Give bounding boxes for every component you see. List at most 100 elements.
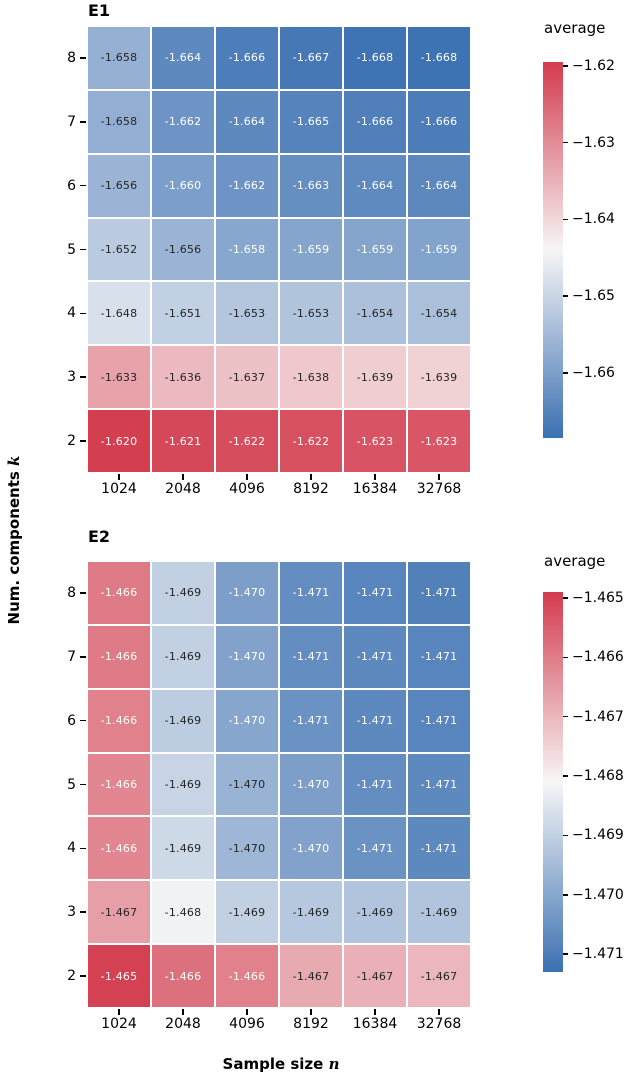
heatmap-cell: -1.471 bbox=[408, 689, 470, 752]
heatmap-cell: -1.658 bbox=[88, 27, 150, 89]
colorbar-tick-label: −1.466 bbox=[572, 649, 624, 666]
y-tick-label: 5 bbox=[67, 241, 76, 258]
x-tick-mark bbox=[310, 474, 312, 480]
x-tick-mark bbox=[310, 1009, 312, 1015]
colorbar-tick-mark bbox=[563, 775, 568, 777]
y-tick-mark bbox=[80, 911, 86, 913]
x-tick-mark bbox=[182, 1009, 184, 1015]
y-tick-mark bbox=[80, 592, 86, 594]
x-tick-label: 4096 bbox=[229, 1016, 265, 1032]
x-tick-mark bbox=[246, 474, 248, 480]
y-tick-label: 7 bbox=[67, 648, 76, 665]
heatmap-cell: -1.470 bbox=[216, 625, 278, 688]
y-tick-label: 3 bbox=[67, 369, 76, 386]
heatmap-cell: -1.668 bbox=[408, 27, 470, 89]
x-tick-mark bbox=[438, 1009, 440, 1015]
y-tick-mark bbox=[80, 248, 86, 251]
heatmap-cell: -1.623 bbox=[344, 410, 406, 472]
heatmap-cell: -1.469 bbox=[216, 881, 278, 944]
x-tick-mark bbox=[374, 1009, 376, 1015]
heatmap-cell: -1.471 bbox=[344, 625, 406, 688]
heatmap-cell: -1.622 bbox=[216, 410, 278, 472]
x-tick-label: 2048 bbox=[165, 1016, 201, 1032]
colorbar-tick-mark bbox=[563, 953, 568, 955]
colorbar-tick-label: −1.467 bbox=[572, 708, 624, 725]
colorbar-title-e2: average bbox=[544, 552, 606, 570]
y-tick-label: 4 bbox=[67, 840, 76, 857]
heatmap-cell: -1.622 bbox=[280, 410, 342, 472]
x-tick-mark bbox=[374, 474, 376, 480]
y-tick-mark bbox=[80, 121, 86, 123]
x-axis-label-variable: n bbox=[328, 1055, 340, 1073]
y-tick-mark bbox=[80, 440, 86, 442]
heatmap-cell: -1.471 bbox=[344, 753, 406, 816]
colorbar-tick-mark bbox=[563, 372, 568, 374]
heatmap-cell: -1.469 bbox=[152, 625, 214, 688]
heatmap-cell: -1.668 bbox=[344, 27, 406, 89]
heatmap-grid-e2: -1.466 -1.469 -1.470 -1.471 -1.471 -1.471 -1.4… bbox=[88, 562, 470, 1007]
x-tick-label: 1024 bbox=[101, 481, 137, 497]
panel-title-e2: E2 bbox=[88, 527, 111, 546]
y-tick-mark bbox=[80, 184, 86, 187]
y-axis-label-variable: k bbox=[5, 455, 23, 466]
heatmap-cell: -1.470 bbox=[216, 753, 278, 816]
heatmap-cell: -1.469 bbox=[344, 881, 406, 944]
heatmap-cell: -1.665 bbox=[280, 90, 342, 153]
y-tick-label: 3 bbox=[67, 904, 76, 921]
heatmap-cell: -1.469 bbox=[152, 689, 214, 752]
x-tick-label: 4096 bbox=[229, 481, 265, 497]
y-tick-label: 2 bbox=[67, 433, 76, 450]
heatmap-cell: -1.467 bbox=[408, 945, 470, 1007]
colorbar-tick-label: −1.62 bbox=[572, 57, 615, 74]
heatmap-cell: -1.659 bbox=[280, 218, 342, 281]
colorbar-tick-label: −1.470 bbox=[572, 886, 624, 903]
heatmap-cell: -1.470 bbox=[280, 753, 342, 816]
heatmap-cell: -1.648 bbox=[88, 282, 150, 345]
heatmap-cell: -1.470 bbox=[280, 817, 342, 880]
heatmap-cell: -1.639 bbox=[344, 346, 406, 409]
heatmap-cell: -1.662 bbox=[152, 90, 214, 153]
heatmap-cell: -1.471 bbox=[280, 689, 342, 752]
x-tick-mark bbox=[118, 474, 120, 480]
heatmap-cell: -1.658 bbox=[216, 218, 278, 281]
colorbar-tick-label: −1.468 bbox=[572, 768, 624, 785]
colorbar-tick-mark bbox=[563, 141, 568, 144]
y-axis-label: Num. components k bbox=[5, 456, 23, 625]
heatmap-cell: -1.470 bbox=[216, 689, 278, 752]
heatmap-cell: -1.469 bbox=[152, 562, 214, 624]
heatmap-cell: -1.666 bbox=[344, 90, 406, 153]
colorbar-tick-mark bbox=[563, 597, 568, 599]
heatmap-cell: -1.471 bbox=[280, 625, 342, 688]
heatmap-cell: -1.470 bbox=[216, 817, 278, 880]
heatmap-cell: -1.663 bbox=[280, 154, 342, 217]
y-tick-label: 8 bbox=[67, 49, 76, 66]
colorbar-tick-mark bbox=[563, 894, 568, 896]
y-tick-label: 6 bbox=[67, 712, 76, 729]
heatmap-cell: -1.471 bbox=[280, 562, 342, 624]
x-tick-label: 16384 bbox=[352, 1016, 398, 1032]
heatmap-cell: -1.466 bbox=[88, 753, 150, 816]
y-axis-label-text: Num. components bbox=[5, 465, 23, 625]
y-tick-mark bbox=[80, 847, 86, 850]
colorbar-title-e1: average bbox=[544, 19, 606, 37]
colorbar-tick-mark bbox=[563, 715, 568, 718]
heatmap-cell: -1.471 bbox=[344, 817, 406, 880]
heatmap-cell: -1.469 bbox=[280, 881, 342, 944]
x-tick-label: 2048 bbox=[165, 481, 201, 497]
colorbar-gradient-e1 bbox=[543, 62, 563, 438]
colorbar-tick-label: −1.64 bbox=[572, 211, 615, 228]
y-tick-mark bbox=[80, 783, 86, 786]
y-tick-mark bbox=[80, 312, 86, 315]
colorbar-tick-label: −1.471 bbox=[572, 946, 624, 963]
panel-title-e1: E1 bbox=[88, 1, 111, 20]
colorbar-tick-label: −1.63 bbox=[572, 134, 615, 151]
heatmap-cell: -1.664 bbox=[216, 90, 278, 153]
heatmap-cell: -1.654 bbox=[344, 282, 406, 345]
heatmap-cell: -1.469 bbox=[408, 881, 470, 944]
colorbar-tick-mark bbox=[563, 218, 568, 221]
heatmap-cell: -1.471 bbox=[344, 689, 406, 752]
heatmap-cell: -1.469 bbox=[152, 753, 214, 816]
x-tick-label: 8192 bbox=[293, 481, 329, 497]
heatmap-cell: -1.471 bbox=[344, 562, 406, 624]
